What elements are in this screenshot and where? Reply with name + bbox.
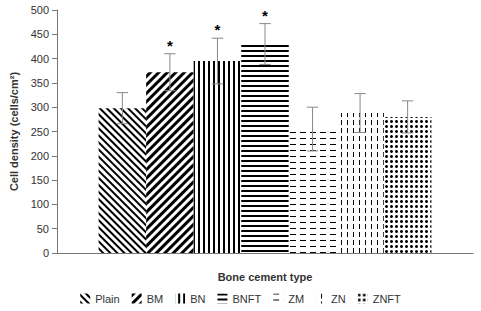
- svg-text:*: *: [215, 21, 221, 38]
- svg-text:300: 300: [31, 101, 49, 113]
- svg-text:BNFT: BNFT: [232, 293, 261, 305]
- svg-text:Cell density (cells/cm²): Cell density (cells/cm²): [8, 72, 20, 192]
- svg-text:450: 450: [31, 28, 49, 40]
- svg-text:Plain: Plain: [95, 293, 119, 305]
- svg-text:*: *: [262, 7, 268, 24]
- svg-text:350: 350: [31, 77, 49, 89]
- svg-text:*: *: [167, 37, 173, 54]
- svg-text:ZNFT: ZNFT: [373, 293, 401, 305]
- svg-text:200: 200: [31, 150, 49, 162]
- svg-text:ZM: ZM: [288, 293, 304, 305]
- svg-text:50: 50: [37, 223, 49, 235]
- svg-text:BN: BN: [190, 293, 205, 305]
- svg-text:150: 150: [31, 174, 49, 186]
- svg-text:BM: BM: [147, 293, 164, 305]
- svg-text:100: 100: [31, 198, 49, 210]
- svg-text:0: 0: [43, 247, 49, 259]
- svg-text:500: 500: [31, 4, 49, 16]
- svg-text:400: 400: [31, 53, 49, 65]
- svg-text:Bone cement type: Bone cement type: [218, 271, 313, 283]
- svg-text:250: 250: [31, 126, 49, 138]
- svg-text:ZN: ZN: [331, 293, 346, 305]
